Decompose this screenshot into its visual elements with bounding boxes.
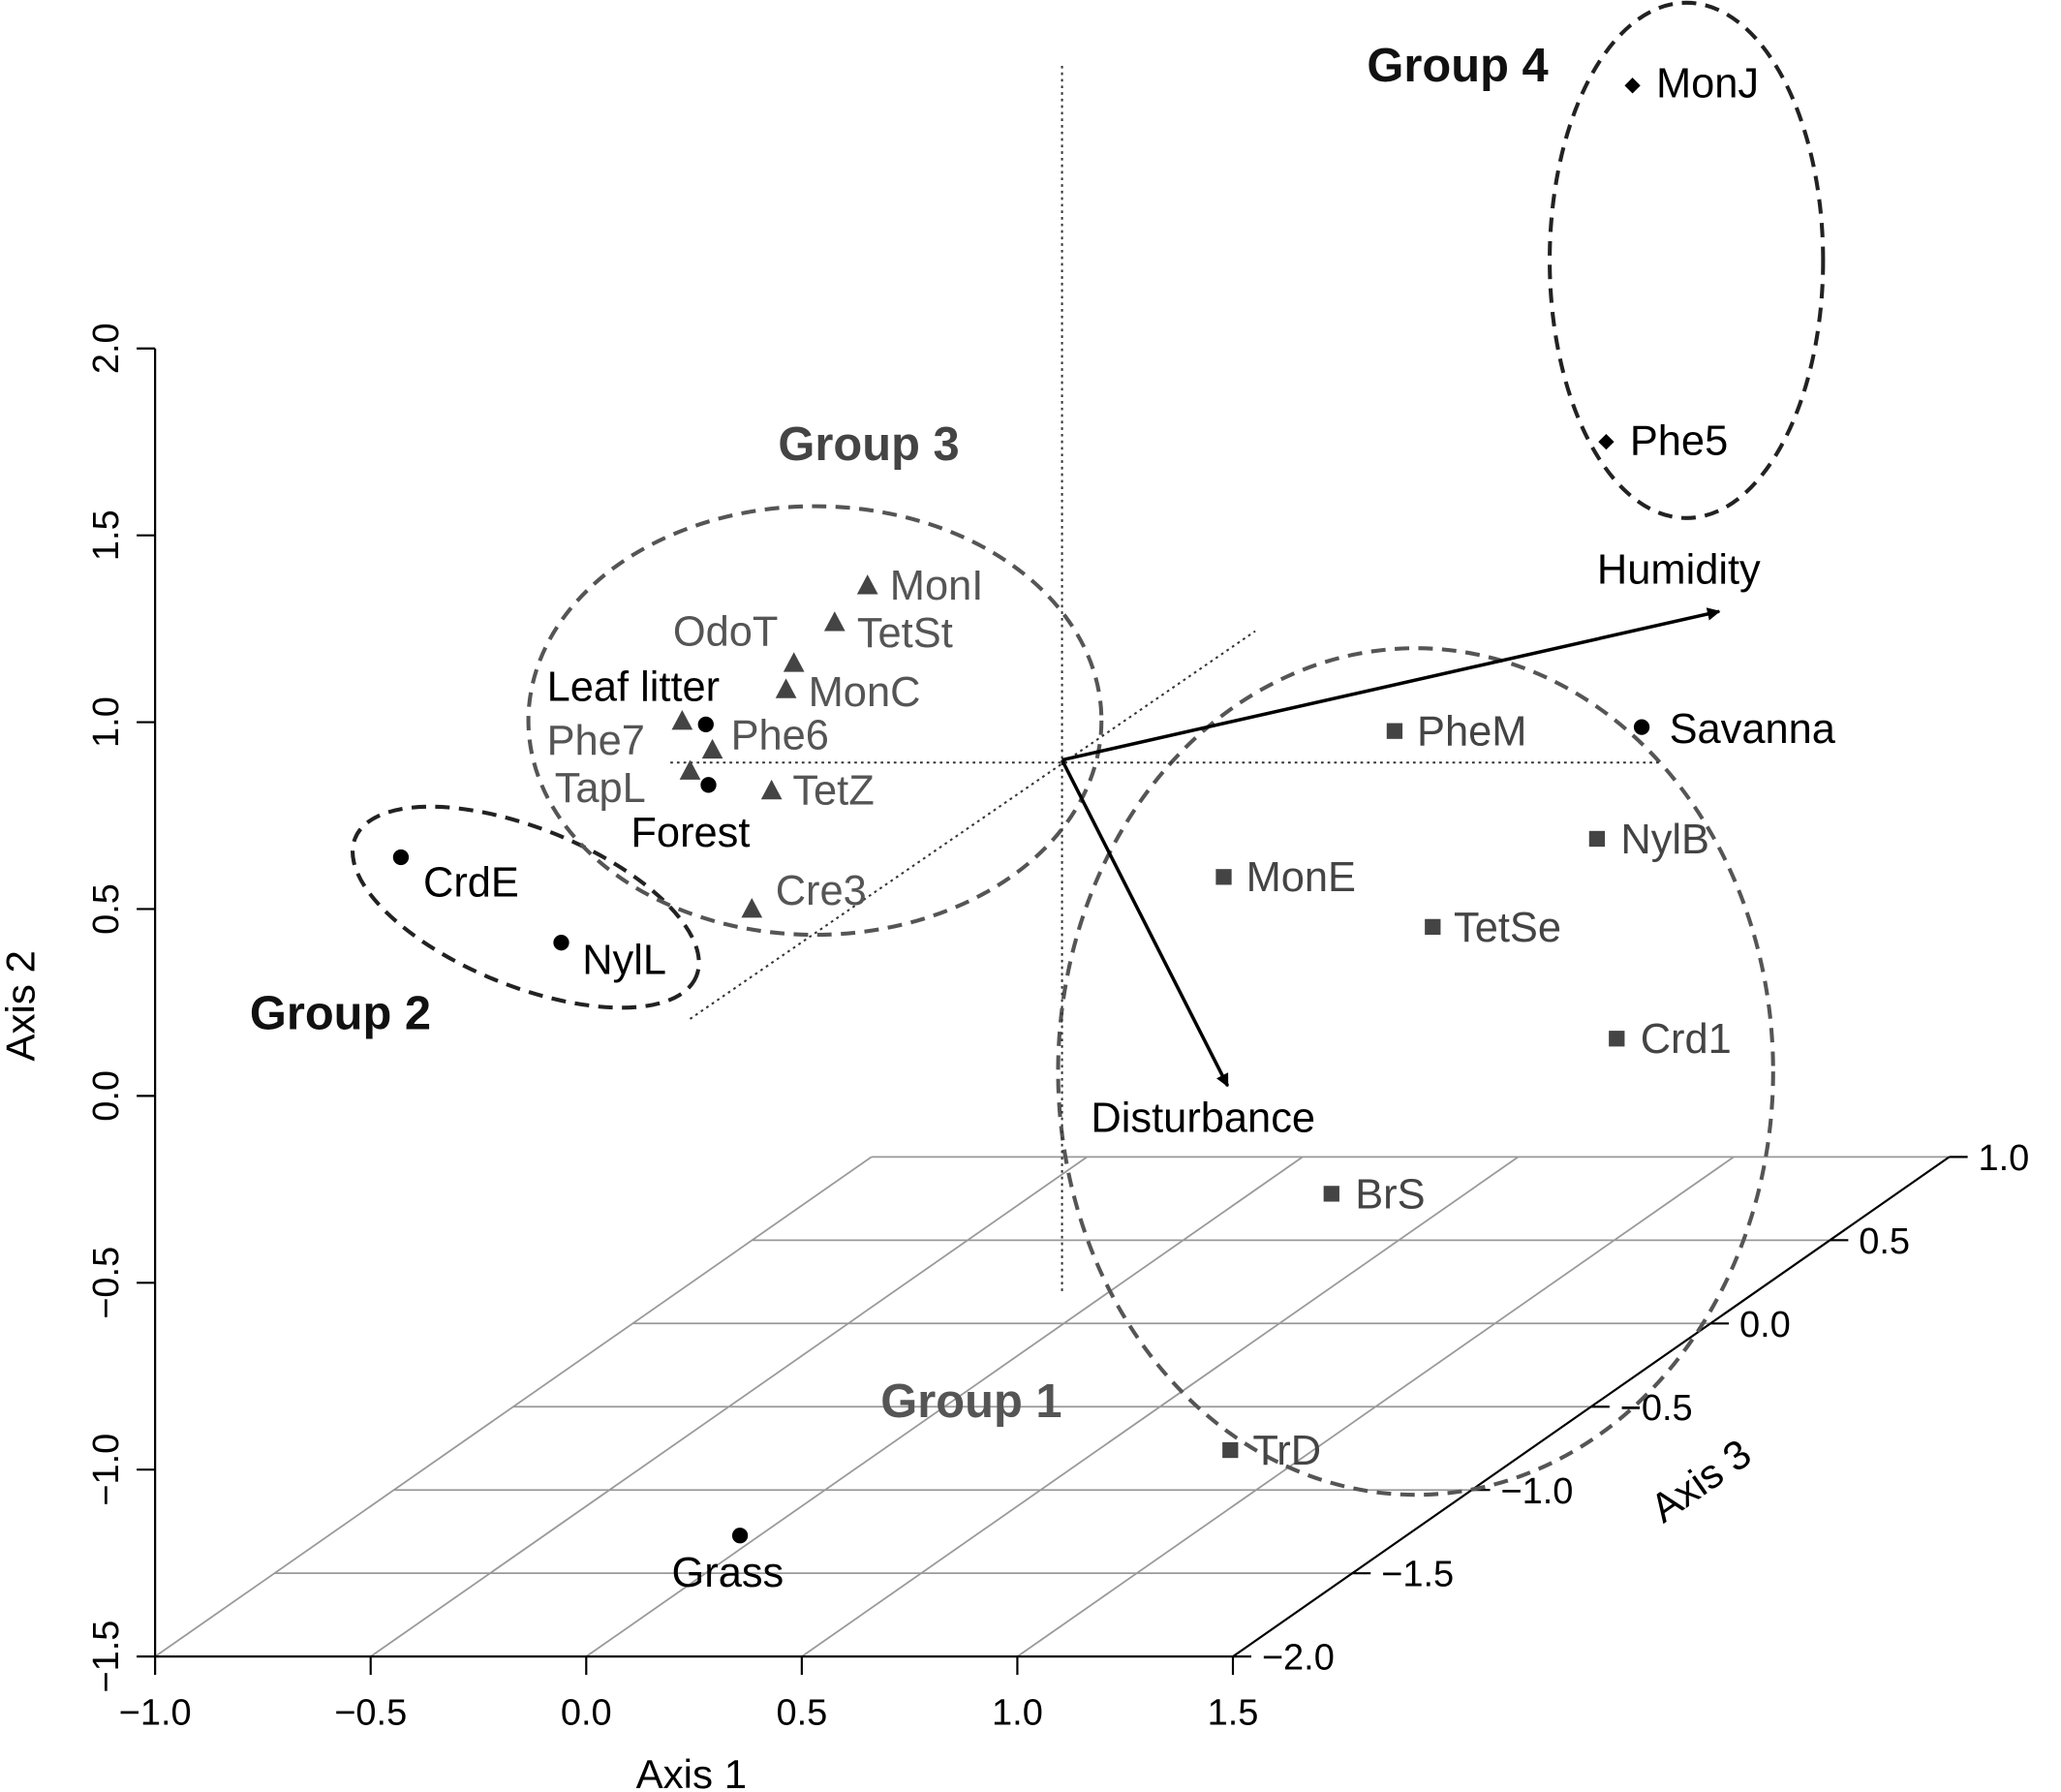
env-label-forest: Forest	[631, 810, 750, 856]
env-point-grass	[731, 1528, 749, 1544]
axis-1-tick-label: −1.0	[119, 1693, 192, 1734]
point-monj	[1624, 77, 1641, 94]
group-label-group-4: Group 4	[1367, 40, 1548, 92]
environment-vectors	[1060, 607, 1721, 1088]
axis-3-tick-label: −0.5	[1620, 1388, 1693, 1429]
point-label-cre3: Cre3	[776, 868, 867, 914]
point-label-monj: MonJ	[1656, 61, 1759, 108]
axis-2-title: Axis 2	[0, 950, 43, 1062]
point-label-trd: TrD	[1252, 1428, 1321, 1474]
group-ellipses	[351, 0, 1826, 1498]
env-label-leaf-litter: Leaf litter	[547, 664, 721, 710]
point-label-tetse: TetSe	[1454, 905, 1561, 951]
axis-2-tick-label: 1.0	[86, 696, 127, 748]
axis-3-tick-label: −2.0	[1262, 1638, 1335, 1679]
env-label-grass: Grass	[672, 1550, 784, 1596]
group-label-group-3: Group 3	[778, 418, 959, 471]
point-label-odot: OdoT	[673, 608, 779, 655]
point-label-crde: CrdE	[423, 860, 519, 907]
point-phe5	[1598, 433, 1615, 450]
point-monc	[775, 678, 797, 698]
point-nylb	[1588, 830, 1606, 848]
axis-3-tick-label: 1.0	[1979, 1138, 2030, 1179]
point-label-moni: MonI	[890, 563, 984, 609]
point-label-tapl: TapL	[555, 765, 646, 812]
point-cre3	[741, 898, 763, 918]
axis-1-tick-label: −0.5	[334, 1693, 407, 1734]
point-trd	[1222, 1441, 1239, 1459]
axis-2-tick-label: −0.5	[86, 1247, 127, 1319]
axis-2-tick-label: −1.0	[86, 1434, 127, 1506]
point-tetst	[823, 611, 846, 632]
reference-lines	[670, 65, 1663, 1291]
point-mone	[1215, 869, 1232, 885]
axis-3-tick-label: −1.5	[1381, 1555, 1454, 1595]
point-tetz	[760, 779, 783, 800]
vector-disturbance	[1060, 758, 1230, 1088]
point-brs	[1323, 1186, 1339, 1202]
point-label-nylb: NylB	[1620, 817, 1709, 863]
point-label-phem: PheM	[1417, 709, 1526, 756]
axis-3-tick-label: −1.0	[1500, 1471, 1573, 1512]
group-label-group-1: Group 1	[880, 1375, 1061, 1428]
point-label-monc: MonC	[809, 669, 921, 716]
env-point-savanna	[1633, 719, 1650, 735]
group-3-ellipse	[526, 504, 1104, 938]
axis-1-tick-label: 0.0	[561, 1693, 612, 1734]
point-label-tetz: TetZ	[792, 768, 874, 815]
axis-2-tick-label: 0.5	[86, 883, 127, 935]
point-label-phe6: Phe6	[731, 713, 829, 759]
point-crd1	[1609, 1031, 1625, 1047]
vector-humidity	[1061, 607, 1721, 762]
point-label-tetst: TetSt	[857, 610, 953, 657]
env-point-forest	[700, 777, 717, 793]
point-phe7	[671, 709, 693, 730]
point-label-crd1: Crd1	[1641, 1016, 1732, 1063]
axis-1-tick-label: 1.5	[1208, 1693, 1259, 1734]
env-label-savanna: Savanna	[1670, 706, 1836, 753]
group-label-group-2: Group 2	[250, 988, 431, 1040]
point-crde	[392, 849, 410, 866]
axis-1-tick-label: 0.5	[776, 1693, 827, 1734]
axis-1-tick-label: 1.0	[992, 1693, 1043, 1734]
axis-3-tick-label: 0.0	[1739, 1305, 1791, 1345]
point-phe6	[701, 738, 723, 759]
vector-label-disturbance: Disturbance	[1091, 1096, 1315, 1142]
point-nyll	[553, 935, 569, 951]
axis-3-tick-label: 0.5	[1859, 1221, 1910, 1262]
axis-2-tick-label: −1.5	[86, 1621, 127, 1693]
vector-label-humidity: Humidity	[1597, 547, 1761, 594]
axis-1-title: Axis 1	[636, 1751, 748, 1792]
group-2-ellipse	[351, 804, 701, 1010]
point-label-mone: MonE	[1246, 854, 1356, 901]
env-point-leaf-litter	[697, 716, 714, 733]
group-1-ellipse	[1056, 646, 1775, 1498]
axis-3-title: Axis 3	[1643, 1430, 1760, 1530]
group-4-ellipse	[1548, 0, 1826, 520]
point-label-nyll: NylL	[582, 938, 666, 984]
point-odot	[783, 652, 805, 672]
axis-2-tick-label: 1.5	[86, 510, 127, 561]
point-phem	[1386, 723, 1403, 739]
point-tapl	[679, 759, 701, 780]
point-label-phe5: Phe5	[1630, 418, 1728, 465]
axis-2-tick-label: 0.0	[86, 1070, 127, 1122]
point-moni	[856, 574, 878, 595]
data-points	[392, 77, 1650, 1544]
point-label-phe7: Phe7	[547, 718, 645, 764]
axis-2-tick-label: 2.0	[86, 323, 127, 374]
point-tetse	[1425, 918, 1441, 936]
ref-line-depth	[689, 630, 1256, 1020]
point-labels: Humidity Disturbance PheM NylB MonE TetSe Crd1…	[250, 40, 1836, 1596]
point-label-brs: BrS	[1355, 1171, 1425, 1218]
